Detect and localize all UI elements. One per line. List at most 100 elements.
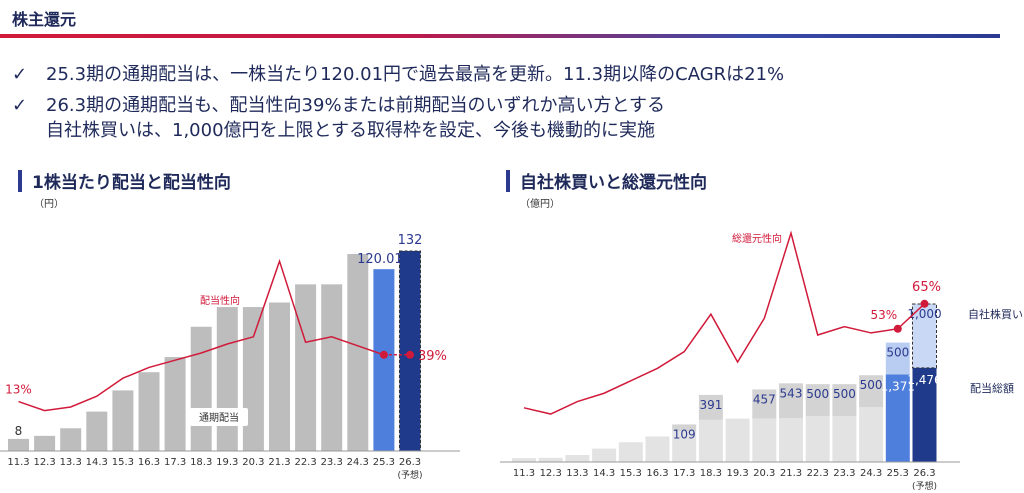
total-payout-line [523,230,898,415]
dividend-total-bar [592,448,617,462]
dividend-bar [295,284,317,451]
data-label: 109 [673,427,696,441]
x-tick-label: 16.3 [138,457,160,468]
x-tick-label: 17.3 [164,457,186,468]
x-tick-label: 26.3 [913,468,935,479]
dividend-total-bar [805,416,830,462]
data-label: 457 [753,392,776,406]
dividend-bar [347,254,369,451]
buyback-bar [912,303,937,369]
x-tick-label: 19.3 [216,457,238,468]
total-payout-forecast-line [897,303,926,330]
dividend-bar [86,411,108,451]
forecast-note: (予想) [912,480,937,492]
x-tick-label: 22.3 [294,457,316,468]
x-tick-label: 21.3 [780,468,802,479]
dividend-bar [8,438,29,451]
title-divider [0,34,1000,38]
dividend-bar [112,390,134,451]
data-label: 500 [806,387,829,401]
dividend-total-bar [565,454,590,462]
dividend-bar [242,307,264,451]
x-tick-label: 19.3 [726,468,748,479]
x-tick-label: 17.3 [673,468,695,479]
buyback-bar [698,394,723,420]
x-tick-label: 23.3 [321,457,343,468]
bullet-2-text: 26.3期の通期配当も、配当性向39%または前期配当のいずれか高い方とする [46,95,666,116]
x-tick-label: 13.3 [566,468,588,479]
bullet-1-text: 25.3期の通期配当は、一株当たり120.01円で過去最高を更新。11.3期以降… [46,64,785,85]
dividend-chart: 11.3 12.3 13.3 14.3 15.3 16.3 17.3 18.3 19.3 20.3… [0,233,460,481]
buyback-bar [779,383,803,418]
payout-point [406,350,414,359]
buyback-bar [752,389,777,419]
buyback-bar [672,424,697,432]
data-label: 500 [886,346,909,360]
dividend-total-bar [912,367,937,462]
data-label: 391 [699,398,722,412]
dividend-bar [269,302,290,451]
x-tick-label: 16.3 [646,468,668,479]
left-unit: （円） [34,199,64,210]
dividend-total-bar [832,416,857,462]
buyback-bar [885,342,910,375]
dividend-total-bar [645,436,670,462]
buyback-bar [832,384,857,417]
data-label: 120.01 [357,252,403,267]
check-icon: ✓ [12,95,28,116]
x-tick-label: 25.3 [887,468,909,479]
buyback-chart: 11.3 12.3 13.3 14.3 15.3 16.3 109 17.3 391 18.3 19… [500,230,1023,492]
x-tick-label: 12.3 [540,468,562,479]
dividend-total-bar [698,419,723,462]
left-section-title: 1株当たり配当と配当性向 [18,168,231,193]
buyback-bar [859,375,884,408]
series-label-dividend: 通期配当 [199,411,239,424]
dividend-bar [190,326,212,451]
dividend-bar [373,269,395,451]
dividend-total-bar [859,407,884,462]
dividend-total-bar [779,417,803,462]
data-label: 500 [833,387,856,401]
x-tick-label: 12.3 [33,457,55,468]
x-tick-label: 11.3 [7,457,29,468]
series-label-payout: 配当性向 [200,294,240,307]
right-unit: （億円） [520,199,560,210]
x-tick-label: 18.3 [700,468,722,479]
bullet-2: ✓ 26.3期の通期配当も、配当性向39%または前期配当のいずれか高い方とする [12,91,665,117]
x-tick-label: 26.3 [399,457,421,468]
dividend-bar [60,428,82,451]
dividend-total-bar [618,442,643,462]
data-label: 500 [860,378,883,392]
x-tick-label: 24.3 [860,468,882,479]
dividend-total-bar [512,458,536,462]
dividend-total-bar [885,374,910,462]
right-section-title-text: 自社株買いと総還元性向 [520,173,707,193]
x-tick-label: 15.3 [112,457,134,468]
dividend-bar [34,435,56,451]
left-section-title-text: 1株当たり配当と配当性向 [32,173,231,193]
dividend-bar [164,357,186,451]
x-tick-label: 20.3 [242,457,264,468]
x-tick-label: 14.3 [86,457,108,468]
data-label: 53% [870,308,897,322]
data-label: 13% [5,383,32,397]
bullet-1: ✓ 25.3期の通期配当は、一株当たり120.01円で過去最高を更新。11.3期以… [12,60,784,86]
data-label: 132 [398,233,423,248]
dividend-bar [216,307,238,451]
legend-dividend-total: 配当総額 [970,381,1014,395]
section-marker [18,170,22,192]
dividend-total-bar [725,418,750,462]
data-label: 8 [15,424,23,438]
x-tick-label: 23.3 [833,468,855,479]
right-section-title: 自社株買いと総還元性向 [506,168,707,193]
payout-point [379,350,388,359]
data-label: 39% [418,349,447,364]
dividend-bar [321,284,343,451]
forecast-note: (予想) [397,469,422,481]
payout-line [18,258,385,412]
check-icon: ✓ [12,64,28,85]
x-tick-label: 13.3 [60,457,82,468]
bullet-2-text-line2: 自社株買いは、1,000億円を上限とする取得枠を設定、今後も機動的に実施 [46,120,655,141]
dividend-total-bar [672,431,697,462]
x-tick-label: 24.3 [347,457,369,468]
